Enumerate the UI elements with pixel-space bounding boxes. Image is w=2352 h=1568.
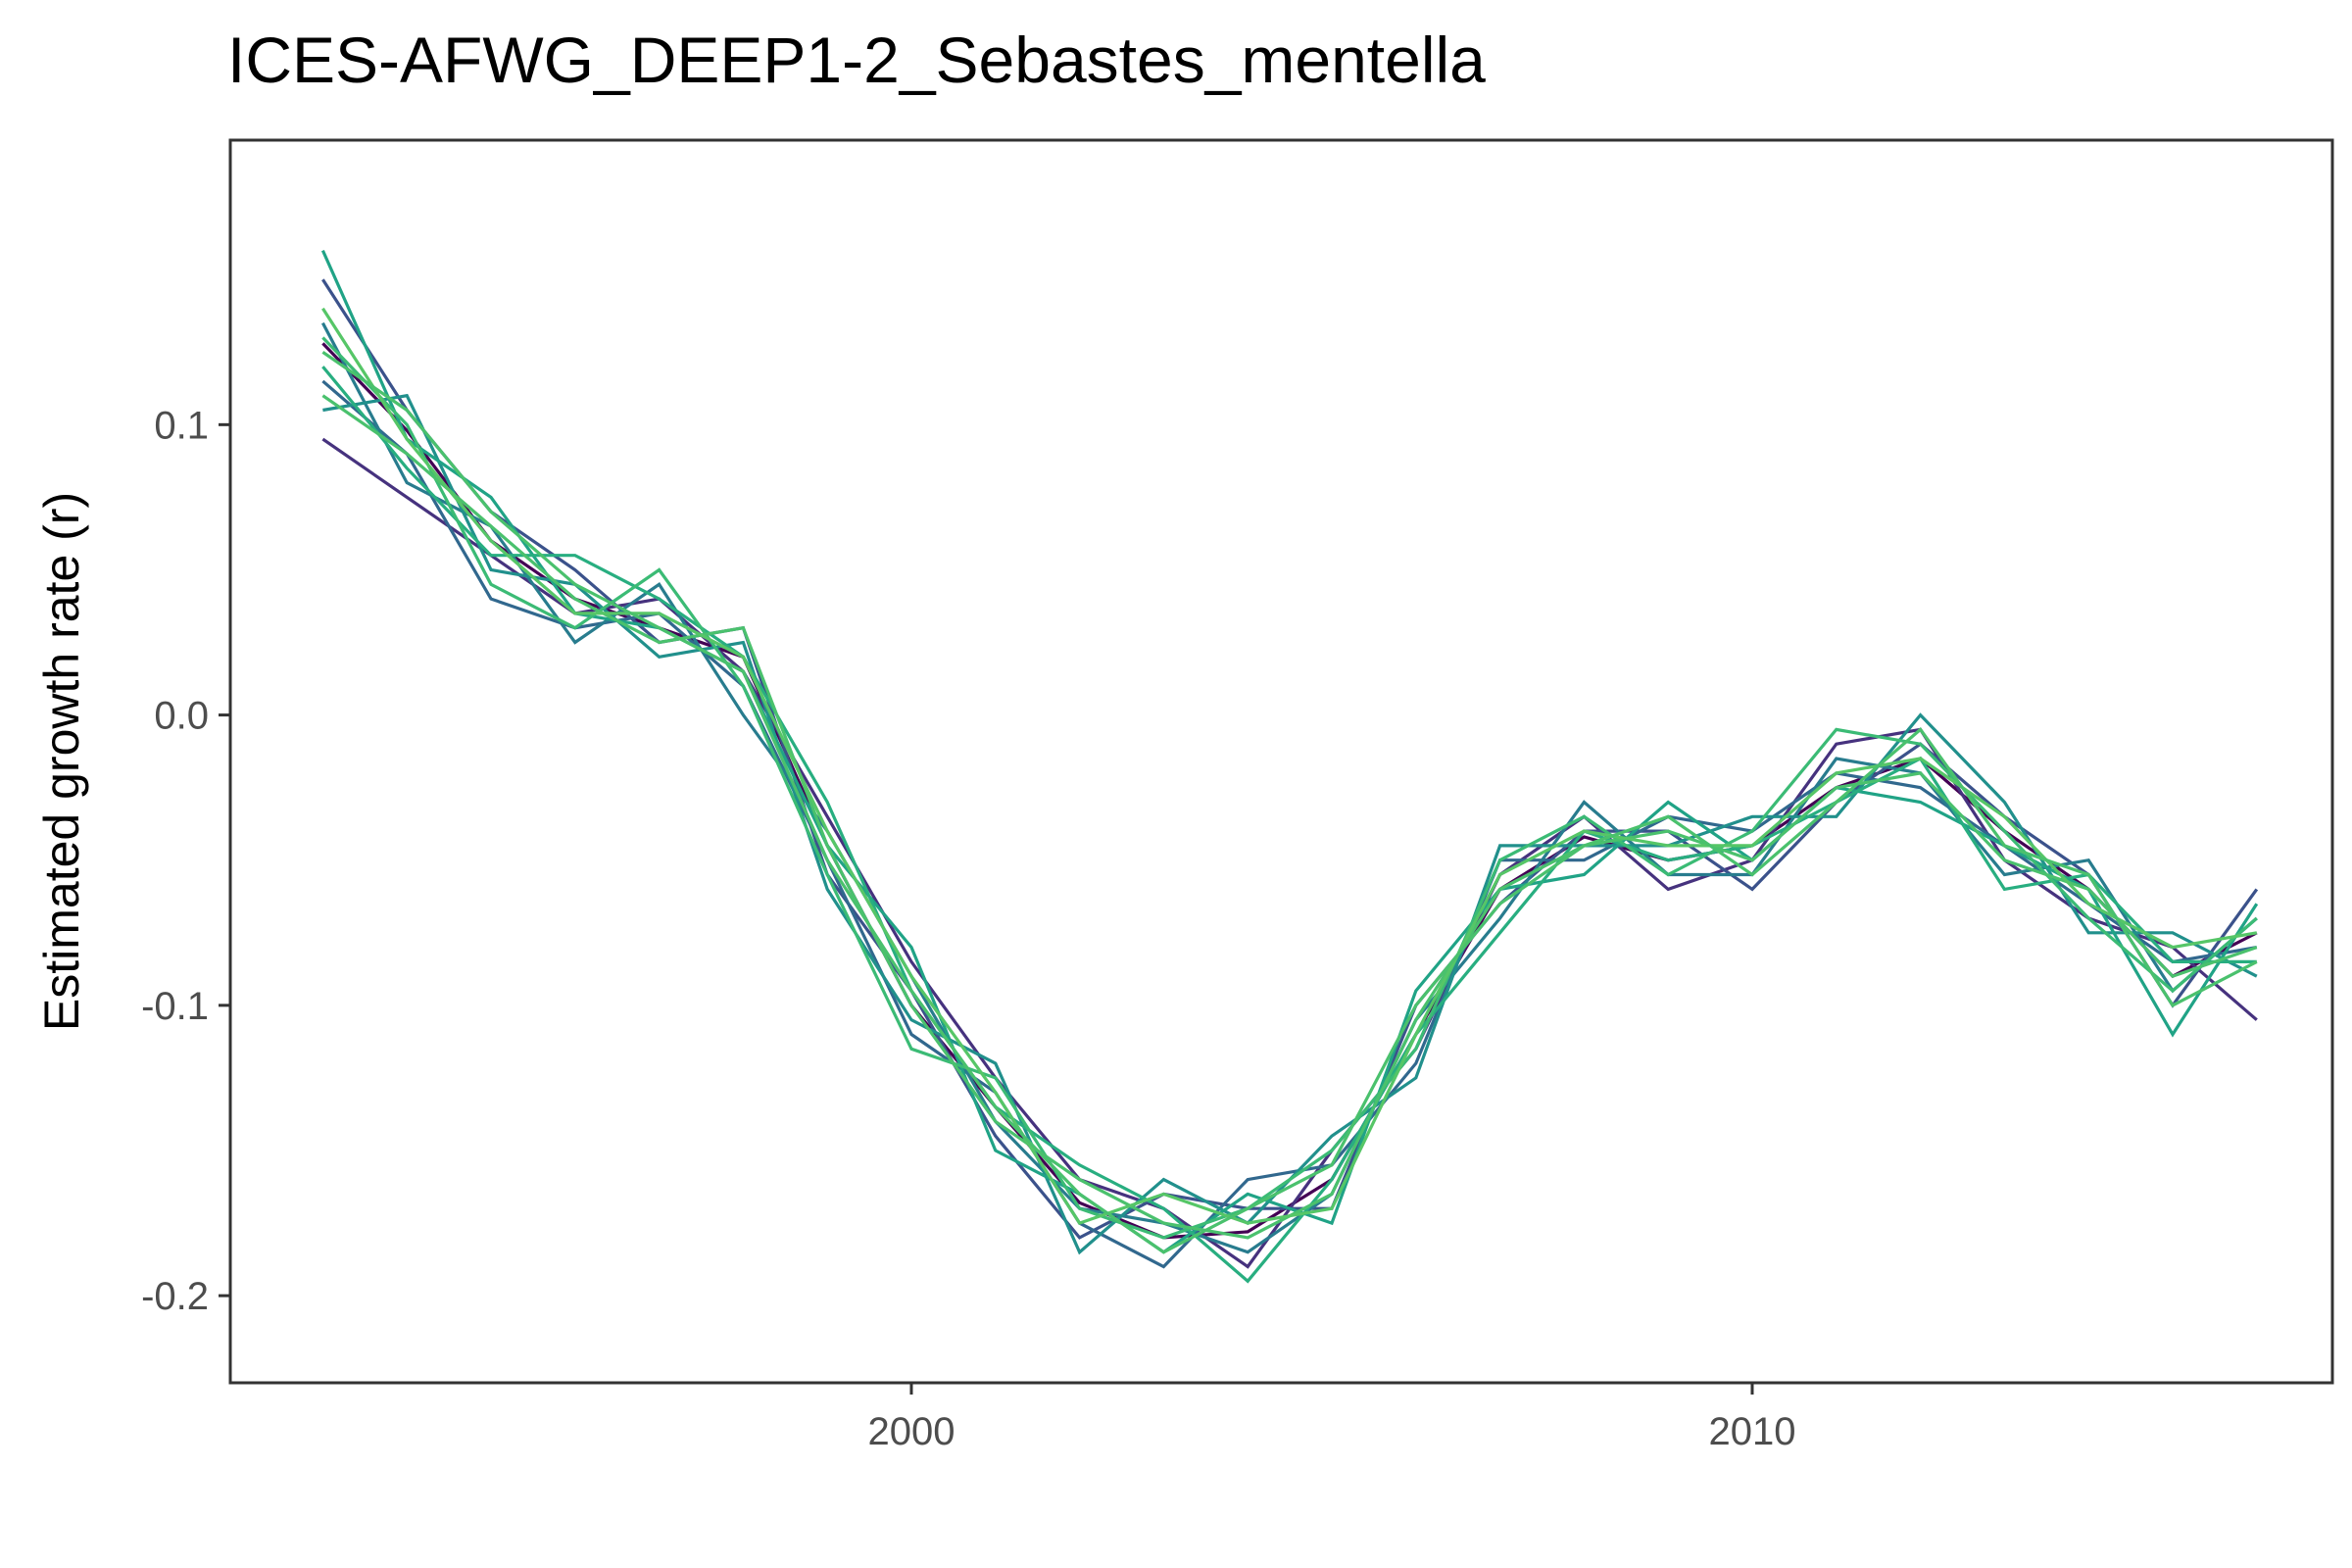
y-axis-title: Estimated growth rate (r) (34, 492, 89, 1031)
series-line-5 (320, 321, 2258, 1254)
series-line-9 (321, 336, 2258, 1240)
x-axis: 2000 2010 (867, 1383, 1795, 1453)
y-tick-label: 0.1 (154, 404, 209, 447)
series-line-6 (322, 393, 2258, 1255)
series-line-4 (321, 379, 2258, 1269)
series-layer (320, 249, 2259, 1284)
y-tick-label: -0.2 (141, 1275, 209, 1318)
series-line-2 (321, 437, 2258, 1269)
series-line-3 (321, 278, 2259, 1240)
x-tick-label: 2010 (1708, 1410, 1795, 1453)
series-line-12 (321, 350, 2258, 1254)
series-line-8 (321, 366, 2257, 1284)
series-line-11 (321, 307, 2258, 1226)
y-axis: -0.2 -0.1 0.0 0.1 (141, 404, 230, 1318)
x-tick-label: 2000 (867, 1410, 955, 1453)
chart-title: ICES-AFWG_DEEP1-2_Sebastes_mentella (227, 24, 1486, 96)
series-line-7 (320, 249, 2259, 1254)
y-tick-label: 0.0 (154, 695, 209, 738)
y-tick-label: -0.1 (141, 985, 209, 1028)
series-line-1 (321, 342, 2258, 1240)
panel-border (228, 138, 2334, 1385)
series-line-10 (321, 394, 2258, 1240)
